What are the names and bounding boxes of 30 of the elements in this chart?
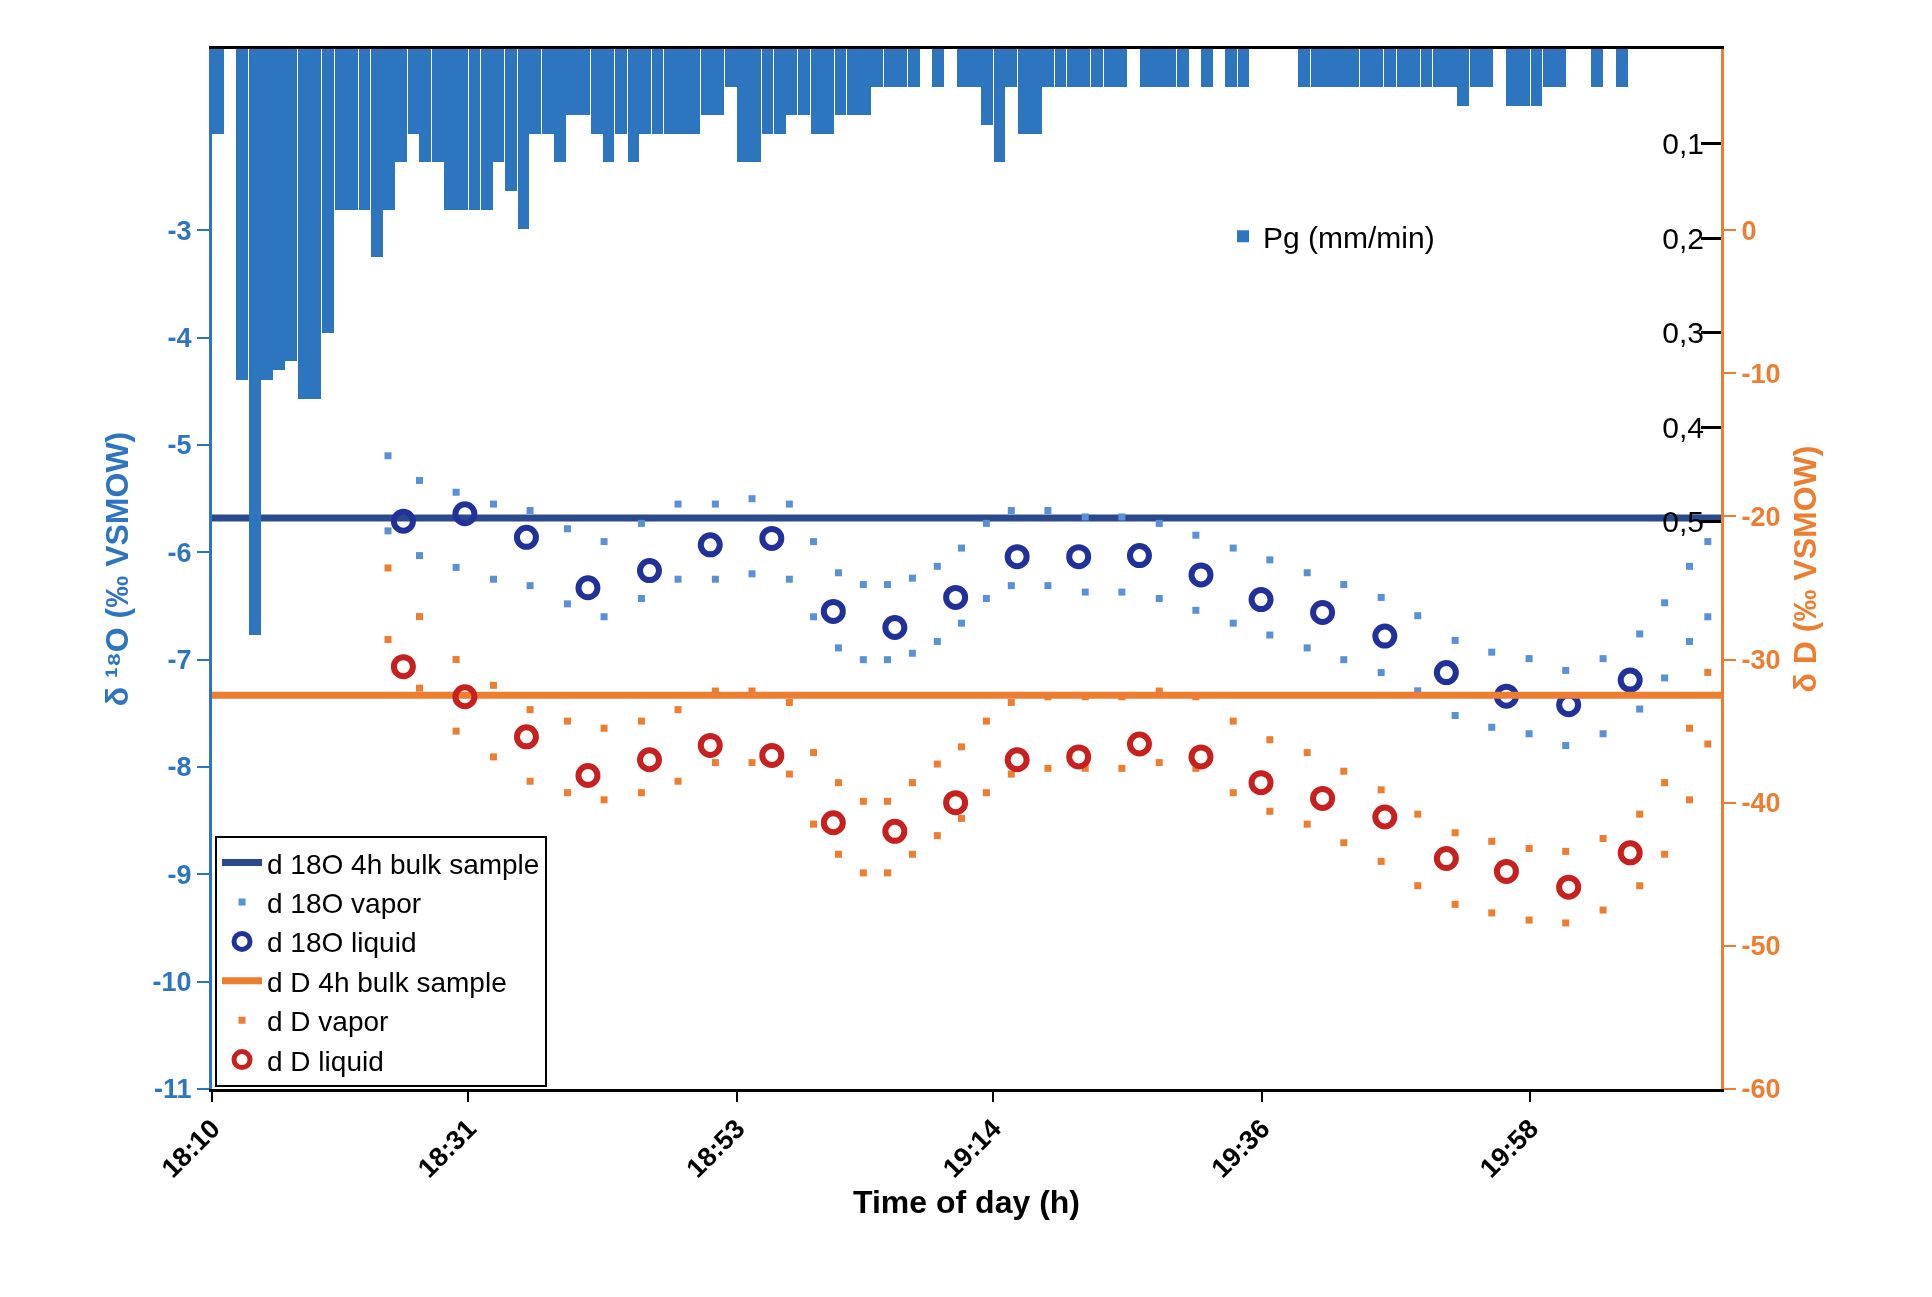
x-axis-title: Time of day (h) bbox=[853, 1183, 1080, 1220]
y2-axis-title: δ D (‰ VSMOW) bbox=[1787, 445, 1824, 693]
y-tick-label: -4 bbox=[167, 323, 192, 354]
legend-label: d 18O vapor bbox=[267, 887, 422, 919]
legend-label: d D vapor bbox=[267, 1006, 389, 1038]
y2-tick-label: 0 bbox=[1741, 215, 1757, 246]
y3-tick-label: 0,1 bbox=[1662, 127, 1704, 161]
y-tick-label: -3 bbox=[167, 215, 192, 246]
y-tick-label: -11 bbox=[154, 1074, 192, 1105]
y3-tick-label: 0,2 bbox=[1662, 221, 1704, 255]
y2-tick-label: -20 bbox=[1741, 501, 1781, 532]
y-tick-label: -8 bbox=[167, 752, 192, 783]
y-tick-label: -9 bbox=[167, 859, 192, 890]
y-tick-label: -6 bbox=[167, 537, 192, 568]
legend-label: d D liquid bbox=[267, 1045, 384, 1077]
legend-label: d D 4h bulk sample bbox=[267, 966, 507, 998]
y2-tick-label: -10 bbox=[1741, 358, 1781, 389]
y3-tick-label: 0,4 bbox=[1662, 410, 1704, 444]
y3-tick-label: 0,3 bbox=[1662, 316, 1704, 350]
y-tick-label: -10 bbox=[152, 967, 192, 998]
legend-label: Pg (mm/min) bbox=[1263, 220, 1435, 254]
y2-tick-label: -40 bbox=[1741, 788, 1781, 819]
y-tick-label: -7 bbox=[167, 645, 192, 676]
y2-tick-label: -50 bbox=[1741, 931, 1781, 962]
y-axis-title: δ ¹⁸O (‰ VSMOW) bbox=[98, 431, 135, 707]
y-tick-label: -5 bbox=[167, 430, 192, 461]
legend-label: d 18O 4h bulk sample bbox=[267, 848, 540, 880]
y2-tick-label: -30 bbox=[1741, 644, 1781, 675]
y2-tick-label: -60 bbox=[1741, 1074, 1781, 1105]
legend-label: d 18O liquid bbox=[267, 927, 417, 959]
